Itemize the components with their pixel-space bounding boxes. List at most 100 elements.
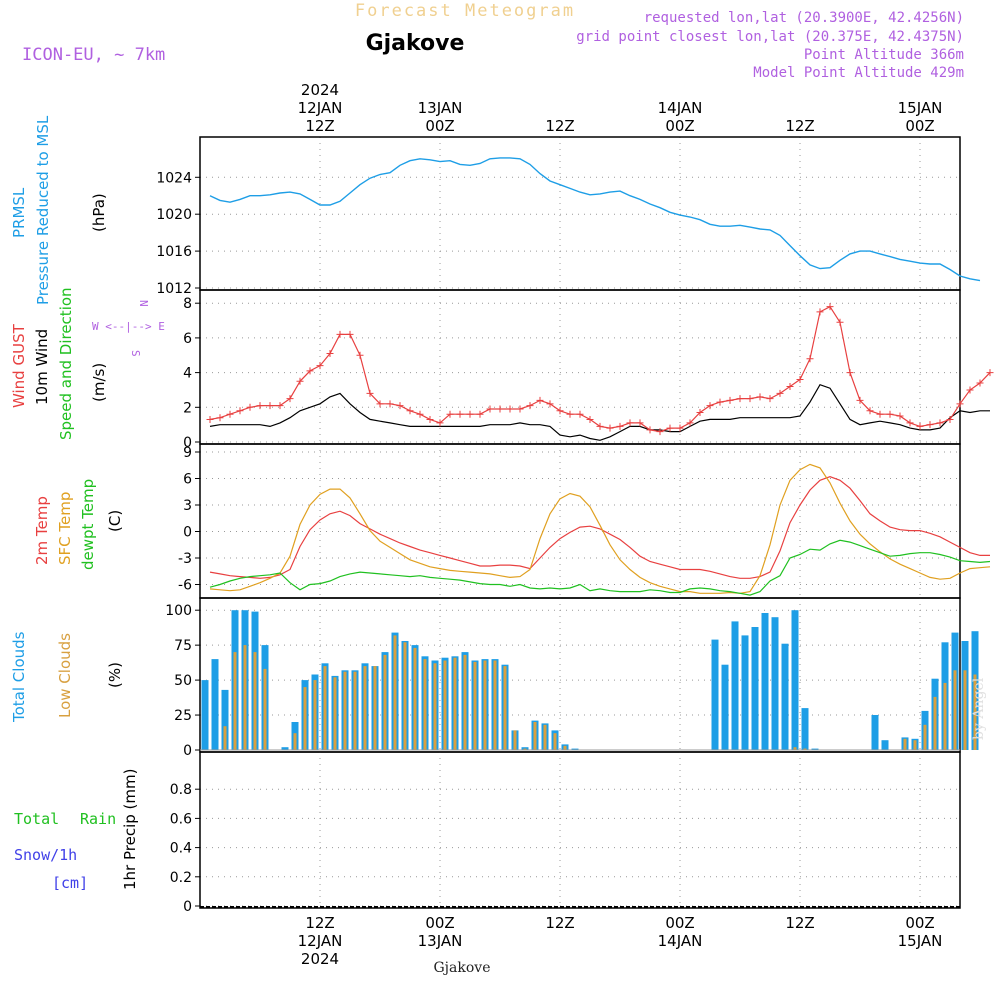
wind-gust-marker — [606, 424, 614, 432]
wind-gust-marker — [366, 389, 374, 397]
wind-gust-marker — [836, 318, 844, 326]
time-label-bottom: 14JAN — [658, 932, 703, 950]
panel-frame — [199, 136, 961, 291]
wind-gust-marker — [766, 395, 774, 403]
wind-gust-marker — [626, 419, 634, 427]
wind-gust-marker — [256, 402, 264, 410]
panel-frame — [199, 443, 961, 599]
low-cloud-bar — [313, 680, 317, 750]
time-label-bottom: 12Z — [545, 914, 574, 932]
total-cloud-bar — [751, 627, 759, 750]
wind-gust-marker — [916, 422, 924, 430]
low-cloud-bar — [443, 660, 447, 750]
y-tick-label: 50 — [174, 673, 192, 689]
wind-gust-marker — [426, 415, 434, 423]
wind-gust-marker — [666, 424, 674, 432]
total-cloud-bar — [211, 659, 219, 750]
wind-gust-marker — [936, 419, 944, 427]
wind-gust-marker — [406, 407, 414, 415]
y-tick-label: 0 — [183, 899, 192, 915]
wind-gust-marker — [976, 379, 984, 387]
wind-gust-marker — [866, 407, 874, 415]
wind-gust-marker — [526, 402, 534, 410]
info-line-4: Model Point Altitude 429m — [753, 65, 964, 81]
time-label-top: 13JAN — [418, 99, 463, 117]
wind-gust-marker — [536, 396, 544, 404]
low-cloud-bar — [453, 657, 457, 750]
wind-gust-marker — [556, 407, 564, 415]
total-cloud-bar — [571, 748, 579, 750]
wind-gust-marker — [986, 369, 994, 377]
wind-gust-marker — [296, 377, 304, 385]
wind-gust-marker — [436, 419, 444, 427]
clouds-panel: 0 25 50 75 100 — [165, 597, 979, 759]
wind-gust-marker — [236, 407, 244, 415]
low-cloud-bar — [543, 724, 547, 750]
wind-gust-marker — [266, 402, 274, 410]
low-cloud-bar — [253, 652, 257, 750]
time-label-top: 12Z — [545, 117, 574, 135]
low-cloud-bar — [293, 733, 297, 750]
low-cloud-bar — [473, 661, 477, 750]
wind-gust-marker — [846, 369, 854, 377]
low-cloud-bar — [433, 663, 437, 750]
wind-gust-marker — [746, 395, 754, 403]
total-cloud-bar — [221, 689, 229, 750]
y-tick-label: 3 — [183, 498, 192, 514]
wind-gust-line — [209, 305, 991, 433]
low-cloud-bar — [933, 696, 937, 750]
total-cloud-bar — [871, 715, 879, 750]
total-cloud-bar — [711, 639, 719, 750]
rain-label: Rain — [80, 810, 116, 828]
temp-labels: 2m Temp SFC Temp dewpt Temp (C) — [33, 479, 124, 570]
wind-gust-marker — [306, 367, 314, 375]
wind-gust-marker — [646, 426, 654, 434]
prmsl-label: PRMSL — [10, 187, 28, 238]
wind-gust-marker — [966, 386, 974, 394]
panel-frame — [199, 751, 961, 909]
compass-north: N — [137, 300, 150, 307]
y-tick-label: 6 — [183, 472, 192, 488]
wind-gust-marker — [716, 398, 724, 406]
low-cloud-bar — [943, 682, 947, 750]
total-cloud-bar — [731, 621, 739, 750]
wind-gust-marker — [206, 415, 214, 423]
low-cloud-bar — [363, 666, 367, 750]
total-cloud-bar — [281, 747, 289, 750]
y-tick-label: 0.8 — [170, 782, 192, 798]
precip-unit-label: 1hr Precip (mm) — [121, 769, 139, 890]
temperature-panel: -6 -3 0 3 6 9 — [178, 443, 991, 599]
wind-gust-marker — [636, 419, 644, 427]
low-cloud-bar — [553, 733, 557, 750]
compass-we: W <--|--> E — [92, 320, 165, 333]
wind-gust-marker — [616, 422, 624, 430]
low-cloud-bar — [223, 726, 227, 750]
info-line-2: grid point closest lon,lat (20.375E, 42.… — [576, 29, 964, 45]
time-label-top: 14JAN — [658, 99, 703, 117]
total-cloud-bar — [811, 748, 819, 750]
low-cloud-bar — [423, 659, 427, 750]
wind-gust-marker — [956, 400, 964, 408]
wind-gust-marker — [816, 308, 824, 316]
time-label-top: 00Z — [425, 117, 454, 135]
y-tick-label: 75 — [174, 638, 192, 654]
wind-gust-marker — [276, 402, 284, 410]
credit-watermark: by Angel — [971, 677, 987, 740]
wind-gust-marker — [736, 395, 744, 403]
wind-10m-label: 10m Wind — [33, 329, 51, 405]
wind-gust-marker — [756, 393, 764, 401]
low-cloud-bar — [383, 654, 387, 750]
y-tick-label: 2 — [183, 400, 192, 416]
low-cloud-bar — [513, 730, 517, 750]
total-cloud-bar — [881, 740, 889, 750]
wind-gust-marker — [576, 410, 584, 418]
wind-gust-marker — [686, 419, 694, 427]
y-tick-label: 8 — [183, 296, 192, 312]
wind-panel: 0 2 4 6 8 — [183, 289, 994, 451]
ms-unit-label: (m/s) — [90, 363, 108, 402]
wind-gust-marker — [776, 389, 784, 397]
low-cloud-bar — [923, 724, 927, 750]
y-tick-label: 25 — [174, 708, 192, 724]
wind-gust-marker — [906, 419, 914, 427]
